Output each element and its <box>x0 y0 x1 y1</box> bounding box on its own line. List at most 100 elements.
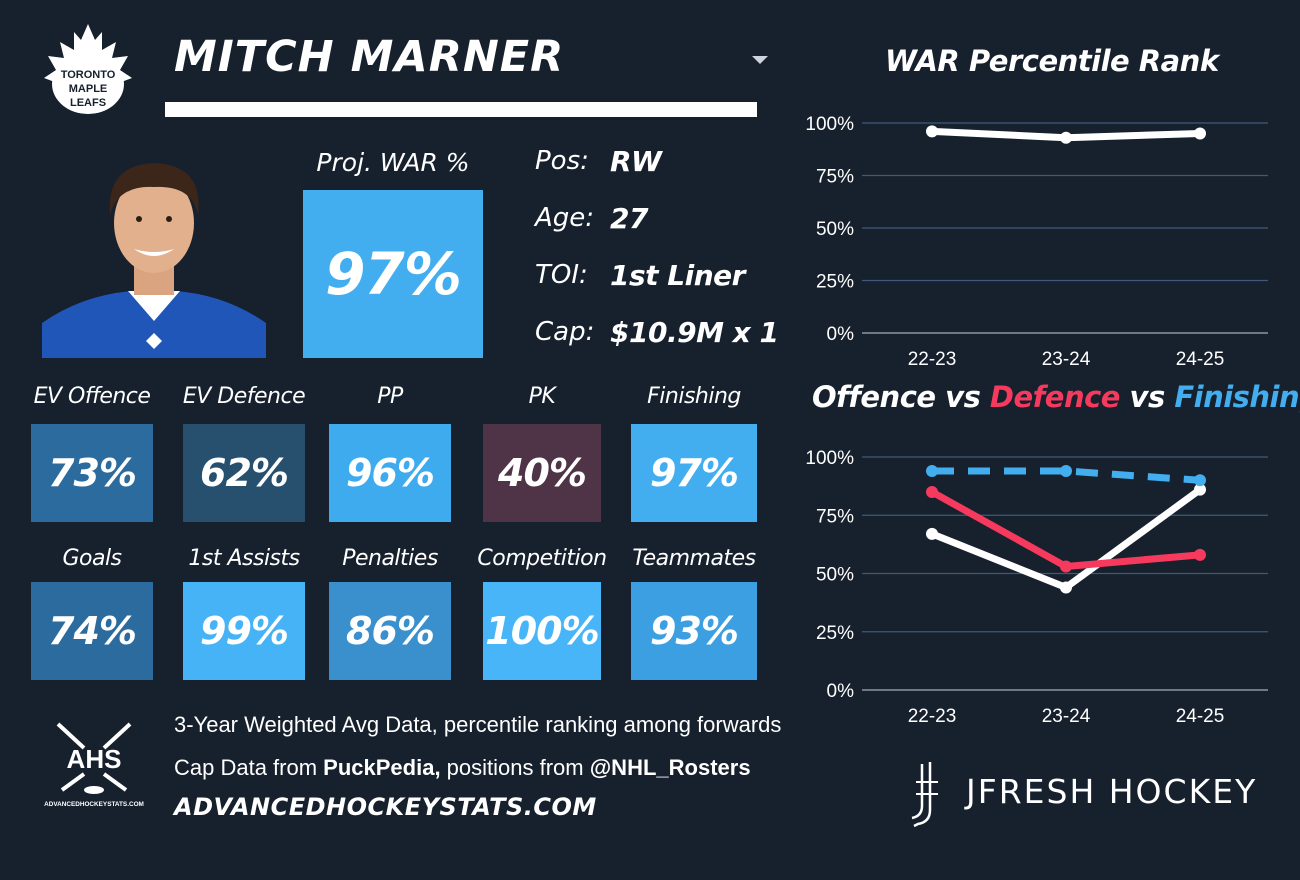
odf-title-vs-1: vs <box>935 380 990 414</box>
team-logo: TORONTO MAPLE LEAFS <box>44 24 132 114</box>
data-point <box>1194 127 1206 140</box>
odf-title-finishing: Finishing <box>1174 380 1300 414</box>
name-underline <box>165 102 757 117</box>
age-label: Age: <box>535 203 595 233</box>
x-tick-label: 24-25 <box>1176 349 1225 370</box>
tile-value-penalties: 86% <box>346 609 435 653</box>
war-chart-title: WAR Percentile Rank <box>885 44 1219 78</box>
tile-value-goals: 74% <box>48 609 137 653</box>
cap-value: $10.9M x 1 <box>610 316 779 349</box>
site-url: ADVANCEDHOCKEYSTATS.COM <box>174 793 597 821</box>
tile-penalties: 86% <box>329 582 451 680</box>
data-point <box>926 464 938 477</box>
odf-title-offence: Offence <box>812 380 936 414</box>
footnote-sources: Cap Data from PuckPedia, positions from … <box>174 755 751 781</box>
y-tick-label: 50% <box>816 219 854 240</box>
brand-name: JFRESH HOCKEY <box>966 772 1258 811</box>
jfresh-logo-icon <box>911 762 938 828</box>
series-line <box>932 467 1201 484</box>
player-headshot <box>42 145 266 358</box>
data-point <box>1060 581 1072 594</box>
tile-label-penalties: Penalties <box>342 546 438 571</box>
tile-value-1st-assists: 99% <box>200 609 289 653</box>
data-point <box>926 527 938 540</box>
series-line <box>928 486 1204 591</box>
tile-value-pp: 96% <box>346 451 435 495</box>
x-tick-label: 23-24 <box>1042 706 1091 727</box>
tile-label-teammates: Teammates <box>632 546 756 571</box>
tile-teammates: 93% <box>631 582 757 680</box>
tile-ev-offence: 73% <box>31 424 153 522</box>
tile-competition: 100% <box>483 582 601 680</box>
data-point <box>926 485 938 498</box>
x-tick-label: 22-23 <box>908 349 957 370</box>
odf-title-vs-2: vs <box>1119 380 1175 414</box>
pos-value: RW <box>610 145 662 178</box>
tile-value-pk: 40% <box>498 451 587 495</box>
ahs-logo: AHS ADVANCEDHOCKEYSTATS.COM <box>44 722 144 808</box>
data-point <box>926 125 938 138</box>
tile-pp: 96% <box>329 424 451 522</box>
y-tick-label: 50% <box>816 565 854 586</box>
ahs-logo-small-text: ADVANCEDHOCKEYSTATS.COM <box>44 801 144 808</box>
data-point <box>1194 474 1206 487</box>
tile-1st-assists: 99% <box>183 582 305 680</box>
y-tick-label: 25% <box>816 272 854 293</box>
footnote-middle: positions from <box>440 755 590 780</box>
toi-label: TOI: <box>535 260 588 290</box>
y-tick-label: 75% <box>816 506 854 527</box>
data-point <box>1060 560 1072 573</box>
offence-defence-finishing-chart: 0% 25% 50% 75% 100% 22-23 23-24 24-25 <box>805 448 1268 727</box>
proj-war-tile: 97% <box>303 190 483 358</box>
footnote-prefix: Cap Data from <box>174 755 324 780</box>
tile-label-pk: PK <box>528 384 556 409</box>
player-dropdown-icon[interactable] <box>752 56 768 64</box>
y-tick-label: 0% <box>827 324 855 345</box>
tile-label-finishing: Finishing <box>647 384 741 409</box>
y-tick-label: 100% <box>805 448 854 469</box>
tile-value-finishing: 97% <box>650 451 739 495</box>
y-tick-label: 25% <box>816 623 854 644</box>
war-percentile-chart: 0% 25% 50% 75% 100% 22-23 23-24 24-25 <box>805 114 1268 370</box>
tile-label-ev-defence: EV Defence <box>182 384 306 409</box>
proj-war-label: Proj. WAR % <box>316 148 470 177</box>
odf-title-defence: Defence <box>989 380 1121 414</box>
tile-value-teammates: 93% <box>650 609 739 653</box>
age-value: 27 <box>610 202 648 235</box>
pos-label: Pos: <box>535 146 589 176</box>
toi-value: 1st Liner <box>610 259 745 292</box>
y-tick-label: 75% <box>816 167 854 188</box>
tile-label-pp: PP <box>377 384 403 409</box>
data-point <box>1060 131 1072 144</box>
odf-chart-title: Offence vs Defence vs Finishing <box>812 380 1300 414</box>
tile-ev-defence: 62% <box>183 424 305 522</box>
player-name: MITCH MARNER <box>174 32 565 82</box>
y-tick-label: 0% <box>827 681 855 702</box>
tile-goals: 74% <box>31 582 153 680</box>
team-logo-word-3: LEAFS <box>70 97 106 109</box>
ahs-logo-text: AHS <box>67 744 122 774</box>
source-puckpedia: PuckPedia, <box>323 755 441 780</box>
series-line <box>928 488 1204 571</box>
data-point <box>1060 464 1072 477</box>
x-tick-label: 23-24 <box>1042 349 1091 370</box>
x-tick-label: 24-25 <box>1176 706 1225 727</box>
team-logo-word-1: TORONTO <box>61 69 116 81</box>
tile-label-competition: Competition <box>477 546 607 571</box>
tile-value-ev-offence: 73% <box>48 451 137 495</box>
cap-label: Cap: <box>535 317 595 347</box>
tile-label-1st-assists: 1st Assists <box>188 546 300 571</box>
team-logo-word-2: MAPLE <box>69 83 108 95</box>
tile-value-competition: 100% <box>485 609 599 653</box>
tile-label-goals: Goals <box>62 546 122 571</box>
tile-pk: 40% <box>483 424 601 522</box>
tile-value-ev-defence: 62% <box>200 451 289 495</box>
tile-finishing: 97% <box>631 424 757 522</box>
footnote-methodology: 3-Year Weighted Avg Data, percentile ran… <box>174 712 782 737</box>
source-nhl-rosters: @NHL_Rosters <box>589 755 751 780</box>
data-point <box>1194 483 1206 496</box>
y-tick-label: 100% <box>805 114 854 135</box>
x-tick-label: 22-23 <box>908 706 957 727</box>
proj-war-value: 97% <box>325 240 462 308</box>
tile-label-ev-offence: EV Offence <box>33 384 151 409</box>
